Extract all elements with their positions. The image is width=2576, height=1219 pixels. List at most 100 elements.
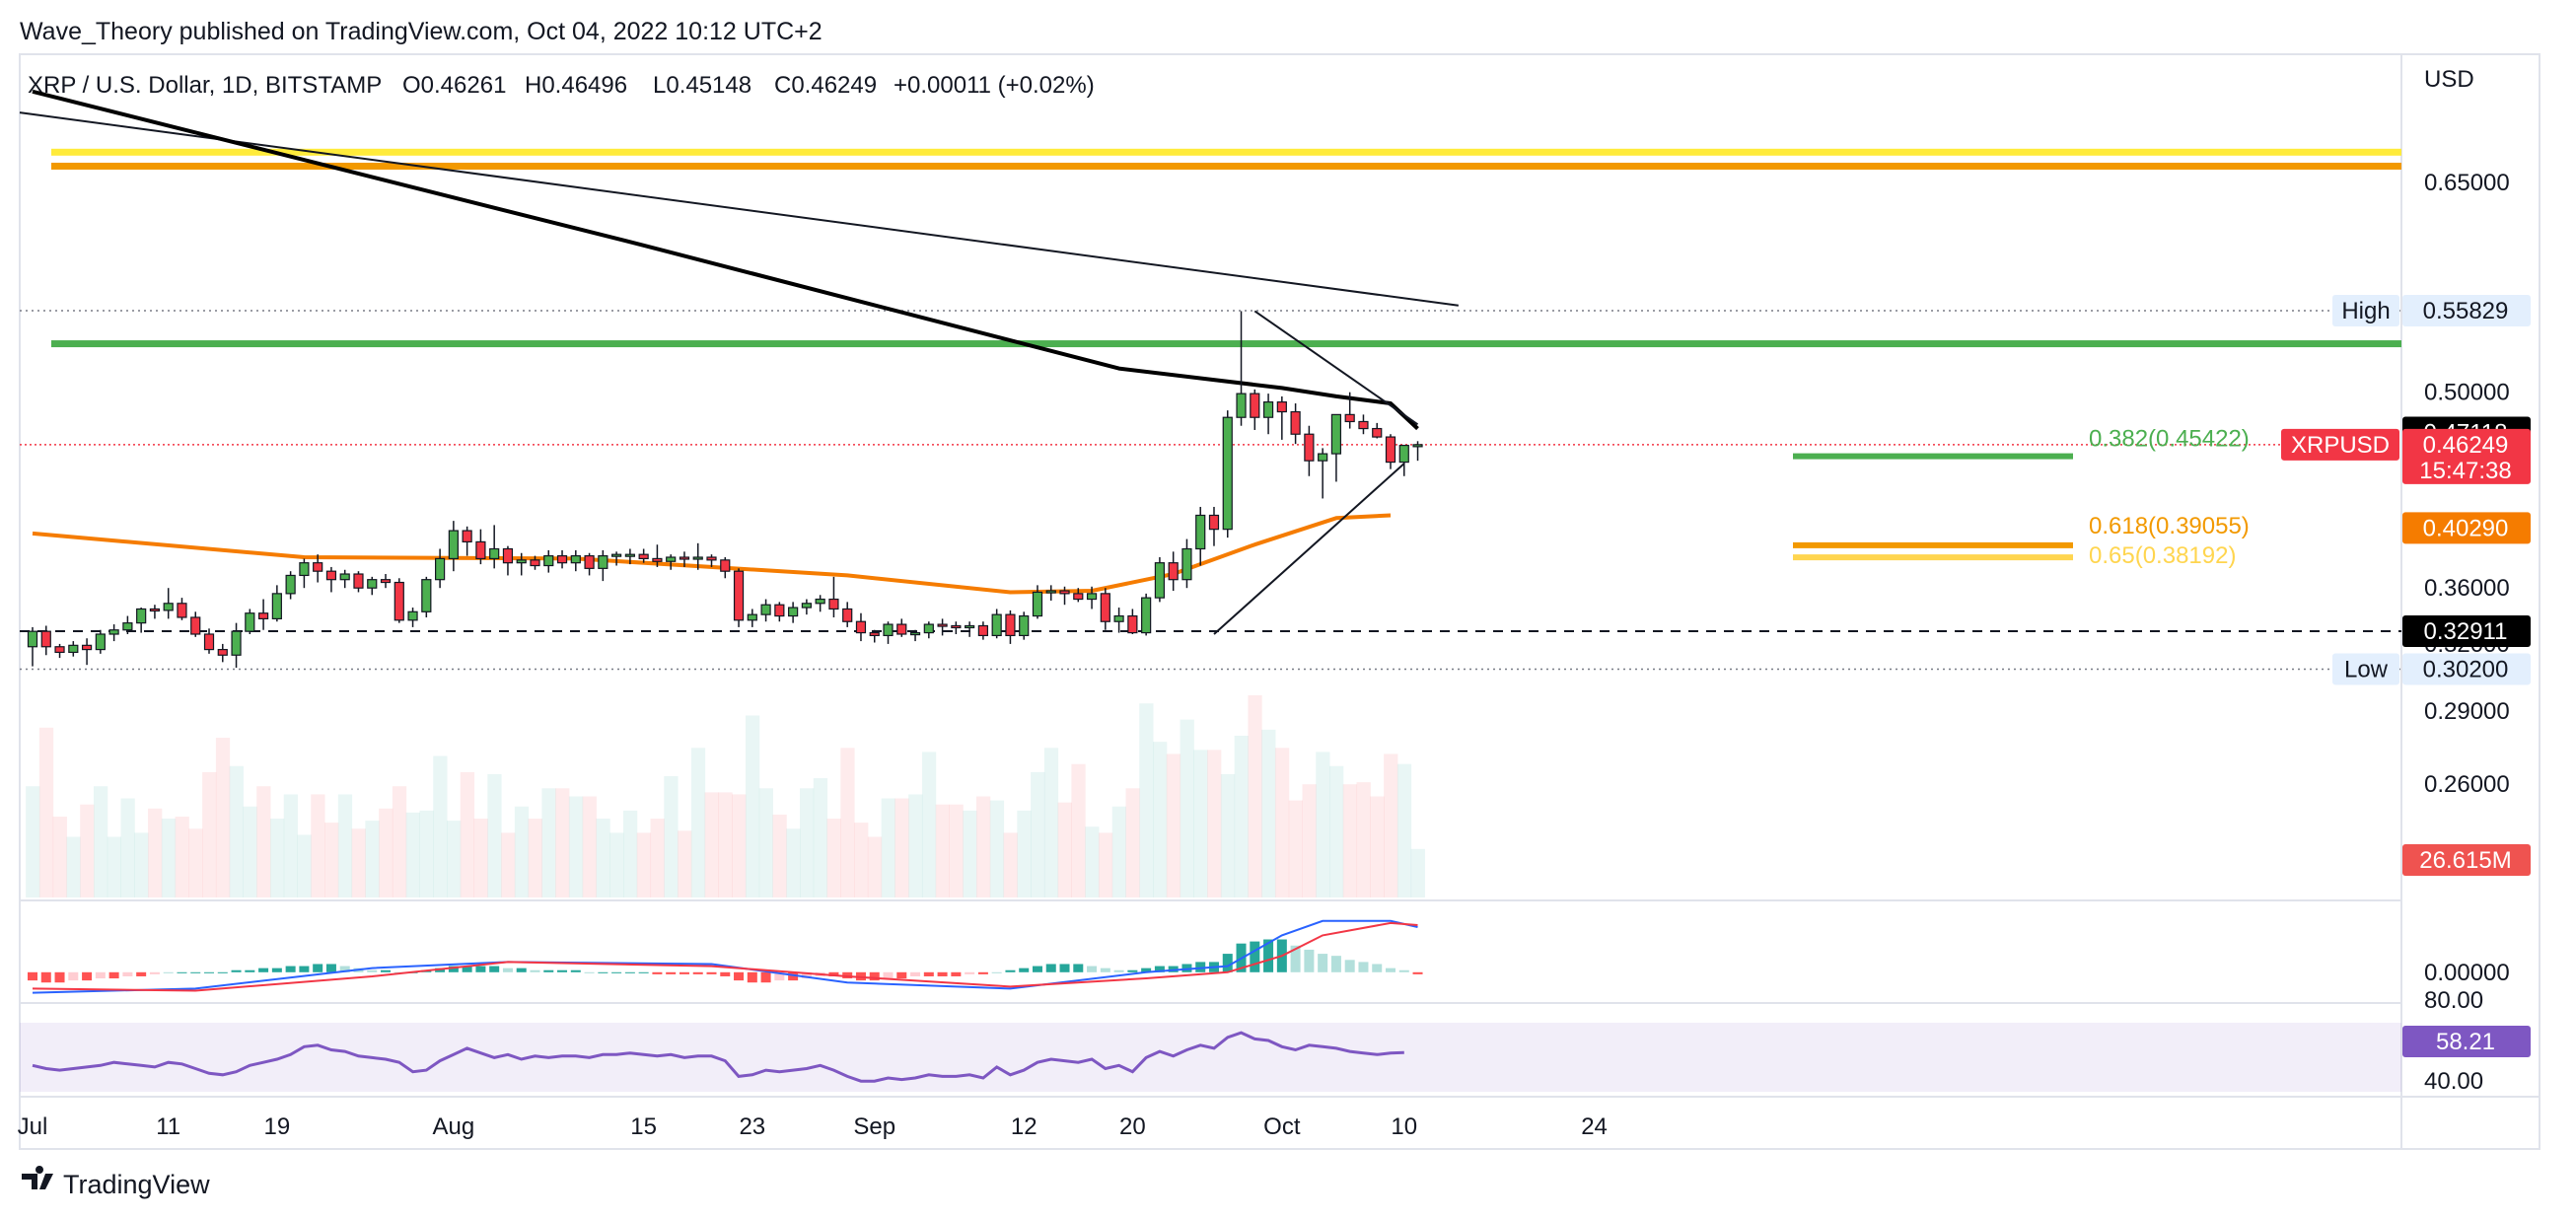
volume-bar [650, 819, 665, 897]
macd-histogram-bar [991, 971, 1002, 973]
volume-value-badge: 26.615M [2402, 844, 2531, 876]
volume-bar [664, 776, 679, 897]
volume-bar [120, 798, 135, 897]
candle-body [231, 630, 242, 656]
time-tick-label: 15 [630, 1113, 657, 1140]
macd-histogram-bar [163, 971, 174, 973]
macd-histogram-bar [977, 971, 988, 974]
candle-body [1181, 547, 1192, 581]
candle-body [624, 553, 635, 557]
candle-body [1073, 593, 1084, 601]
volume-bar [622, 810, 638, 897]
volume-bar [596, 819, 610, 897]
macd-histogram-bar [1412, 971, 1423, 974]
macd-histogram-bar [285, 966, 296, 972]
candle-body [896, 623, 907, 635]
candle-body [1358, 420, 1369, 430]
volume-bar [528, 819, 542, 897]
price-tick-label: 0.65000 [2424, 170, 2510, 196]
macd-histogram-bar [747, 971, 757, 983]
volume-layer [26, 695, 1425, 897]
macd-histogram-bar [54, 971, 65, 983]
tradingview-logo-icon [22, 1165, 53, 1189]
candle-body [257, 612, 269, 619]
candle-body [652, 557, 663, 562]
time-tick-label: 10 [1391, 1113, 1417, 1140]
volume-bar [1356, 782, 1371, 897]
volume-bar [1098, 832, 1113, 897]
price-tick-label: 0.36000 [2424, 575, 2510, 602]
dashed-level-badge-text: 0.32911 [2424, 618, 2508, 645]
candle-body [1019, 614, 1030, 637]
candle-body [611, 553, 622, 557]
macd-histogram-bar [1398, 969, 1409, 972]
candle-body [68, 644, 79, 654]
volume-bar [1316, 752, 1330, 897]
tradingview-logo: TradingView [22, 1165, 210, 1199]
macd-histogram-bar [801, 971, 812, 979]
price-badge-bg [2402, 512, 2531, 544]
volume-bar [202, 771, 217, 897]
volume-bar [433, 755, 448, 897]
macd-histogram-bar [177, 971, 187, 973]
volume-bar [80, 804, 95, 897]
macd-histogram-bar [1045, 964, 1056, 972]
volume-bar [1071, 763, 1086, 897]
macd-histogram-bar [788, 971, 799, 981]
high-label-bg [2332, 295, 2399, 327]
volume-bar [1193, 750, 1208, 897]
volume-bar [881, 798, 895, 897]
macd-histogram-bar [339, 966, 350, 972]
volume-bar [392, 786, 407, 897]
volume-bar [854, 823, 869, 897]
volume-bar [297, 834, 312, 897]
volume-bar [826, 819, 841, 897]
candle-body [937, 623, 948, 627]
volume-bar [894, 798, 909, 897]
candles-layer [27, 311, 1423, 669]
price-badge: 0.40290 [2402, 512, 2531, 544]
volume-bar [555, 788, 570, 897]
candle-body [584, 554, 595, 569]
candle-body [801, 603, 812, 609]
macd-histogram-bar [624, 971, 635, 973]
horizontal-level [51, 162, 2401, 170]
volume-bar [501, 832, 516, 897]
candle-body [448, 530, 459, 560]
trend-lines-layer [19, 89, 1459, 635]
volume-bar [1248, 695, 1262, 897]
legend-open: O0.46261 [402, 72, 506, 99]
macd-histogram-bar [760, 971, 771, 983]
candle-body [883, 623, 894, 637]
volume-bar [256, 786, 271, 897]
volume-bar [419, 810, 434, 897]
candle-body [149, 608, 161, 612]
candle-body [855, 620, 867, 634]
candle-body [733, 570, 745, 621]
candle-body [1059, 590, 1070, 595]
volume-bar [1261, 729, 1276, 897]
candle-body [1195, 514, 1206, 550]
time-tick-label: Jul [18, 1113, 48, 1140]
candle-body [203, 633, 215, 651]
fib-level-label: 0.618(0.39055) [2089, 513, 2250, 539]
candle-body [1372, 427, 1383, 438]
volume-bar [487, 773, 502, 897]
candle-body [788, 607, 799, 617]
volume-bar [269, 819, 285, 897]
macd-histogram-bar [1100, 968, 1110, 972]
volume-bar [148, 808, 163, 897]
macd-layer [28, 919, 1423, 994]
volume-value-badge-text: 26.615M [2419, 847, 2511, 874]
macd-histogram-bar [367, 969, 378, 972]
time-tick-label: 20 [1119, 1113, 1146, 1140]
candle-body [217, 648, 228, 656]
candle-body [475, 540, 486, 560]
volume-bar [1057, 802, 1072, 897]
candle-body [380, 579, 392, 584]
macd-histogram-bar [638, 971, 649, 973]
legend-high: H0.46496 [525, 72, 627, 99]
volume-bar [514, 806, 530, 897]
volume-bar [161, 819, 177, 897]
